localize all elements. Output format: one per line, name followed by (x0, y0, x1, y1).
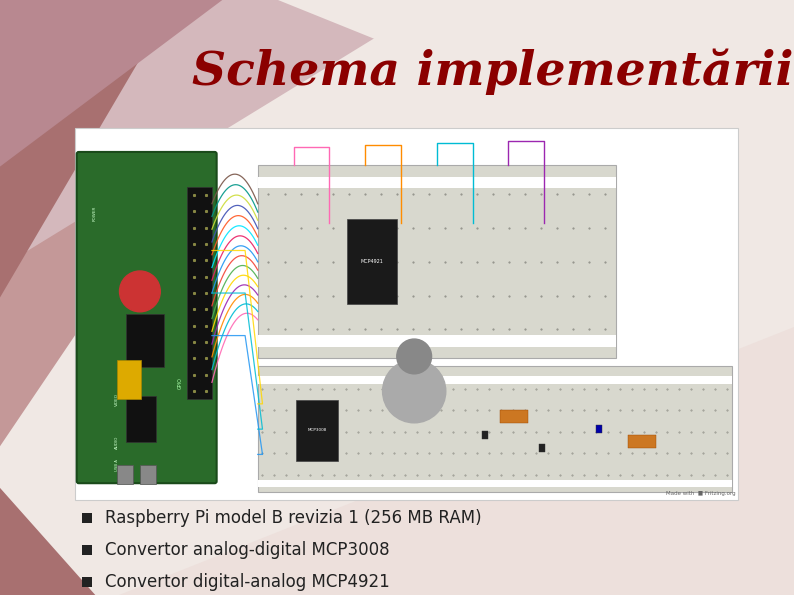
FancyBboxPatch shape (187, 187, 212, 399)
FancyBboxPatch shape (295, 400, 338, 461)
Polygon shape (0, 0, 302, 446)
FancyBboxPatch shape (258, 376, 732, 384)
FancyBboxPatch shape (83, 545, 92, 555)
FancyBboxPatch shape (77, 152, 217, 483)
FancyBboxPatch shape (258, 366, 732, 492)
Polygon shape (0, 0, 222, 167)
FancyBboxPatch shape (140, 465, 156, 484)
Polygon shape (119, 327, 794, 595)
FancyBboxPatch shape (258, 335, 616, 347)
Text: VIDEO: VIDEO (115, 393, 119, 406)
Polygon shape (0, 0, 437, 268)
Text: AUDIO: AUDIO (115, 436, 119, 449)
FancyBboxPatch shape (482, 431, 488, 440)
FancyBboxPatch shape (126, 314, 164, 367)
FancyBboxPatch shape (126, 396, 156, 442)
FancyBboxPatch shape (75, 128, 738, 500)
FancyBboxPatch shape (499, 410, 528, 423)
Text: MCP4921: MCP4921 (361, 259, 384, 264)
FancyBboxPatch shape (258, 177, 616, 188)
FancyBboxPatch shape (258, 480, 732, 487)
FancyBboxPatch shape (83, 513, 92, 523)
FancyBboxPatch shape (539, 444, 545, 452)
Text: POWER: POWER (93, 205, 97, 221)
Text: GPIO: GPIO (178, 377, 183, 389)
FancyBboxPatch shape (627, 436, 656, 448)
Text: Schema implementării: Schema implementării (191, 48, 793, 95)
Circle shape (397, 339, 432, 374)
FancyBboxPatch shape (83, 577, 92, 587)
Text: Convertor digital-analog MCP4921: Convertor digital-analog MCP4921 (106, 573, 390, 591)
FancyBboxPatch shape (258, 165, 616, 358)
Polygon shape (278, 0, 794, 208)
Text: Convertor analog-digital MCP3008: Convertor analog-digital MCP3008 (106, 541, 390, 559)
Text: MCP3008: MCP3008 (307, 428, 326, 433)
Polygon shape (0, 488, 95, 595)
Circle shape (383, 359, 445, 423)
FancyBboxPatch shape (347, 219, 397, 304)
Text: Made with  ■ Fritzing.org: Made with ■ Fritzing.org (666, 491, 735, 496)
Text: USB A: USB A (115, 459, 119, 471)
Circle shape (120, 271, 160, 312)
FancyBboxPatch shape (596, 425, 602, 433)
Text: Raspberry Pi model B revizia 1 (256 MB RAM): Raspberry Pi model B revizia 1 (256 MB R… (106, 509, 482, 527)
Polygon shape (0, 0, 175, 298)
FancyBboxPatch shape (117, 465, 133, 484)
FancyBboxPatch shape (117, 360, 141, 399)
